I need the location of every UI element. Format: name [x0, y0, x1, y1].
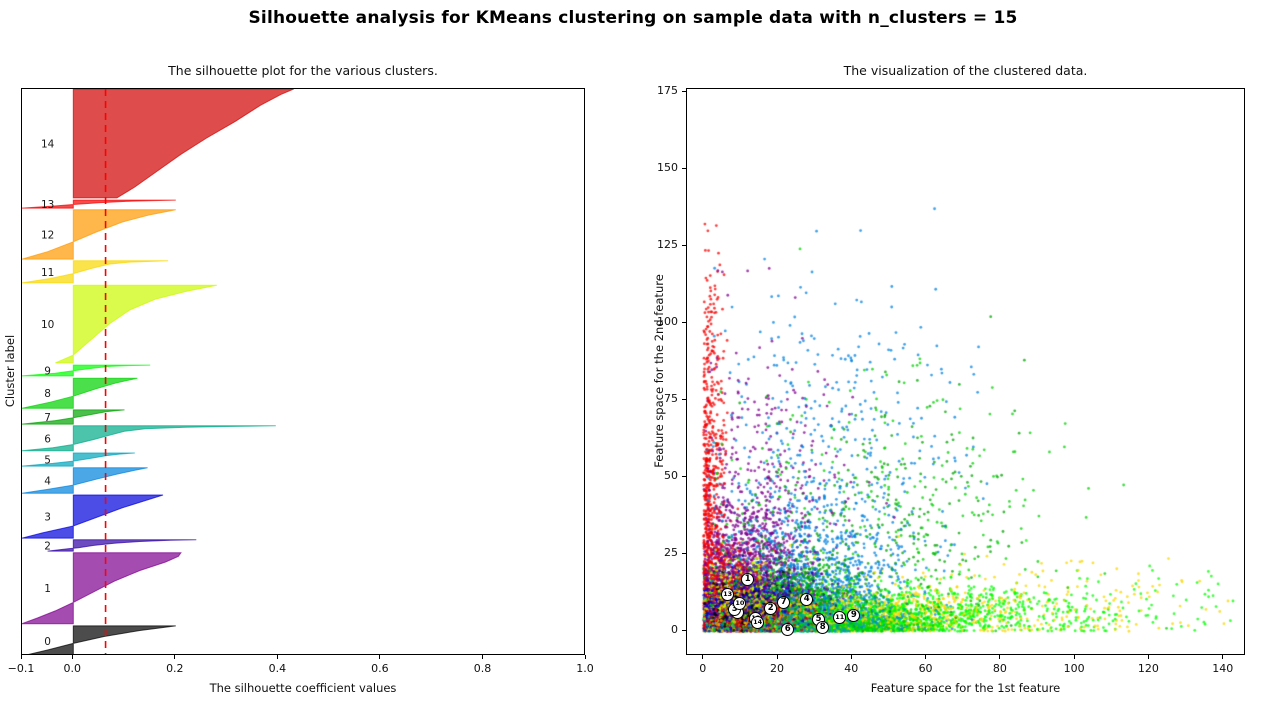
silhouette-cluster-1	[22, 552, 182, 625]
scatter-xtick-label: 140	[1212, 662, 1234, 675]
scatter-ytick-mark	[682, 244, 686, 246]
scatter-xtick-mark	[1073, 655, 1075, 659]
scatter-xtick-label: 20	[770, 662, 784, 675]
scatter-ytick-label: 125	[657, 238, 678, 252]
cluster-band-label-14: 14	[41, 138, 55, 150]
silhouette-cluster-12	[22, 209, 176, 260]
silhouette-xtick-label: 0.6	[371, 662, 389, 675]
scatter-xtick-mark	[925, 655, 927, 659]
silhouette-plot: 14 13 12 11 10 9 8 7 6 5 4 3 2 1 0	[21, 88, 585, 655]
scatter-ytick-label: 0	[671, 623, 678, 637]
silhouette-yaxis-label: Cluster label	[3, 334, 17, 408]
silhouette-xtick-mark	[379, 655, 381, 659]
scatter-ytick-mark	[682, 629, 686, 631]
cluster-band-label-1: 1	[44, 583, 51, 595]
cluster-center-marker-11: 11	[833, 610, 847, 624]
cluster-band-label-6: 6	[44, 433, 51, 445]
silhouette-xtick-label: 0.0	[63, 662, 82, 675]
silhouette-xtick-mark	[174, 655, 176, 659]
silhouette-xtick-label: 0.8	[473, 662, 492, 675]
silhouette-cluster-0	[28, 625, 176, 654]
silhouette-xtick-label: 0.4	[268, 662, 287, 675]
silhouette-xtick-mark	[71, 655, 73, 659]
scatter-ytick-label: 50	[664, 469, 678, 483]
scatter-xtick-label: 0	[699, 662, 707, 675]
scatter-xtick-label: 120	[1137, 662, 1159, 675]
scatter-canvas	[687, 89, 1244, 654]
silhouette-xtick-mark	[481, 655, 483, 659]
cluster-center-marker-4: 4	[800, 592, 814, 606]
cluster-band-label-11: 11	[41, 267, 54, 279]
cluster-center-marker-14: 14	[751, 615, 765, 629]
scatter-ytick-mark	[682, 90, 686, 92]
scatter-xtick-mark	[850, 655, 852, 659]
scatter-xtick-label: 60	[918, 662, 933, 675]
scatter-ytick-mark	[682, 167, 686, 169]
silhouette-xtick-label: −0.1	[7, 662, 35, 675]
silhouette-xaxis-label: The silhouette coefficient values	[209, 681, 397, 695]
silhouette-xtick-mark	[276, 655, 278, 659]
scatter-xtick-mark	[702, 655, 704, 659]
silhouette-cluster-3	[22, 494, 164, 539]
silhouette-xtick-mark	[20, 655, 22, 659]
scatter-ytick-label: 175	[657, 84, 678, 98]
cluster-center-marker-7: 7	[777, 595, 791, 609]
scatter-ytick-label: 25	[664, 546, 678, 560]
silhouette-cluster-6	[22, 425, 276, 452]
scatter-xtick-mark	[999, 655, 1001, 659]
silhouette-cluster-11	[22, 260, 169, 284]
silhouette-cluster-5	[22, 452, 135, 467]
silhouette-cluster-9	[22, 364, 151, 377]
scatter-ytick-label: 150	[657, 161, 678, 175]
silhouette-xtick-label: 1.0	[576, 662, 594, 675]
silhouette-xtick-mark	[584, 655, 586, 659]
cluster-center-marker-2: 2	[764, 601, 778, 615]
cluster-band-label-7: 7	[44, 412, 51, 424]
cluster-center-marker-8: 8	[816, 620, 830, 634]
scatter-ytick-mark	[682, 398, 686, 400]
silhouette-xtick-label: 0.2	[166, 662, 184, 675]
cluster-center-marker-10: 10	[733, 596, 747, 610]
scatter-xtick-mark	[1147, 655, 1149, 659]
scatter-ytick-label: 75	[664, 392, 678, 406]
cluster-center-marker-9: 9	[847, 608, 861, 622]
silhouette-cluster-8	[22, 377, 138, 409]
scatter-ytick-label: 100	[657, 315, 678, 329]
cluster-band-label-0: 0	[44, 636, 51, 648]
silhouette-cluster-4	[22, 467, 148, 494]
cluster-center-marker-6: 6	[781, 622, 795, 636]
cluster-center-marker-1: 1	[741, 572, 755, 586]
silhouette-cluster-13	[22, 199, 176, 209]
silhouette-cluster-2	[47, 539, 197, 552]
cluster-band-label-8: 8	[44, 388, 51, 400]
cluster-band-label-5: 5	[44, 455, 51, 467]
cluster-band-label-10: 10	[41, 319, 54, 331]
scatter-xtick-label: 100	[1063, 662, 1085, 675]
cluster-band-label-2: 2	[44, 540, 51, 552]
scatter-xaxis-label: Feature space for the 1st feature	[870, 681, 1061, 695]
cluster-band-label-4: 4	[44, 476, 51, 488]
scatter-yaxis-label: Feature space for the 2nd feature	[652, 274, 666, 468]
scatter-xtick-mark	[776, 655, 778, 659]
silhouette-cluster-14	[72, 89, 294, 199]
scatter-plot	[686, 88, 1245, 655]
cluster-band-label-12: 12	[41, 229, 54, 241]
cluster-band-label-3: 3	[44, 512, 51, 524]
cluster-band-label-13: 13	[41, 199, 54, 211]
silhouette-plot-title: The silhouette plot for the various clus…	[168, 63, 438, 78]
scatter-xtick-mark	[1222, 655, 1224, 659]
scatter-xtick-label: 80	[992, 662, 1007, 675]
silhouette-cluster-7	[22, 409, 125, 425]
scatter-plot-title: The visualization of the clustered data.	[843, 63, 1088, 78]
figure-title: Silhouette analysis for KMeans clusterin…	[248, 8, 1018, 28]
cluster-band-label-9: 9	[44, 366, 51, 378]
scatter-ytick-mark	[682, 321, 686, 323]
cluster-center-marker-13: 13	[721, 587, 735, 601]
silhouette-cluster-10	[55, 284, 217, 364]
scatter-xtick-label: 40	[844, 662, 859, 675]
scatter-ytick-mark	[682, 475, 686, 477]
scatter-ytick-mark	[682, 552, 686, 554]
